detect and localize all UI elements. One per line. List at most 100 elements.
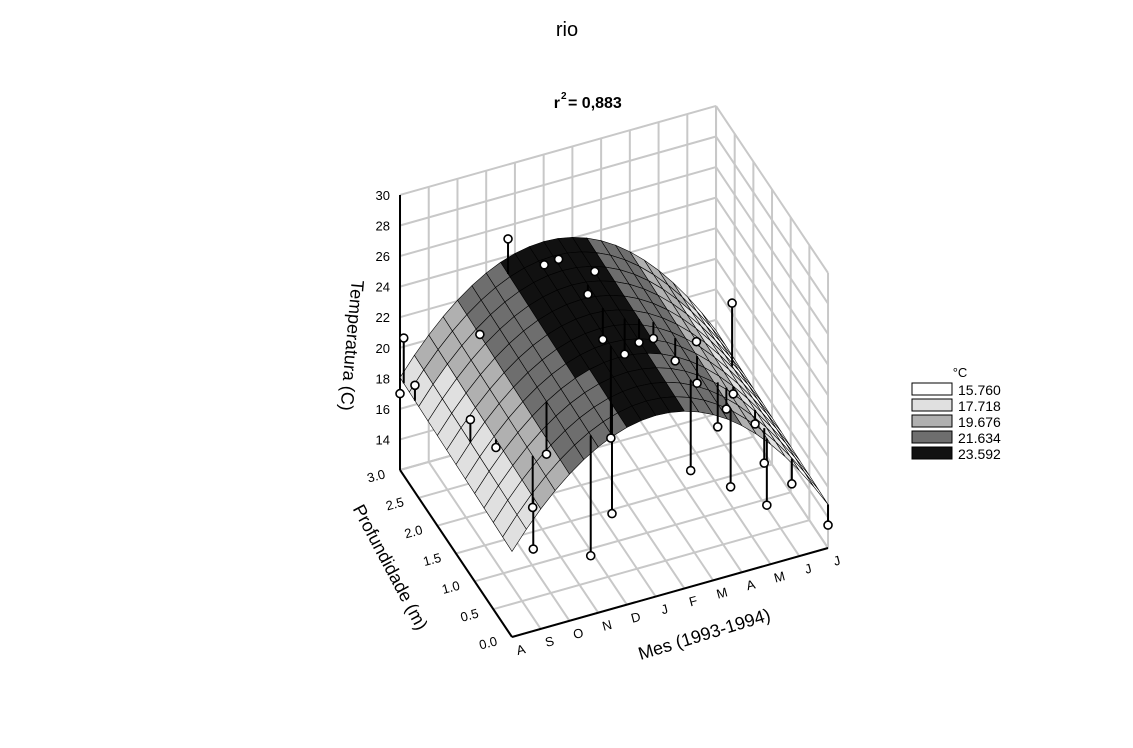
data-point xyxy=(503,234,513,244)
z-tick-label: 22 xyxy=(376,310,390,325)
data-point xyxy=(787,479,797,489)
y-axis-label: Profundidade (m) xyxy=(349,501,432,633)
data-point xyxy=(398,333,409,343)
data-point xyxy=(607,508,617,519)
data-point xyxy=(634,337,644,348)
data-point xyxy=(528,544,539,554)
surface-face xyxy=(502,514,527,552)
data-points xyxy=(395,234,833,561)
subtitle-r: r xyxy=(554,95,560,112)
data-point xyxy=(465,414,476,425)
y-tick-label: 0.5 xyxy=(459,606,480,625)
subtitle-sup: 2 xyxy=(561,91,567,102)
data-point xyxy=(691,336,702,347)
right-wall-gridline xyxy=(715,135,829,305)
x-tick-label: J xyxy=(803,561,813,577)
x-tick-label: J xyxy=(659,601,669,617)
y-tick-label: 1.5 xyxy=(421,550,442,569)
legend-swatch xyxy=(911,382,953,396)
z-tick-label: 26 xyxy=(376,249,390,264)
data-point xyxy=(823,520,833,530)
x-tick-label: M xyxy=(772,568,786,585)
data-point xyxy=(692,378,702,389)
x-tick-label: A xyxy=(515,641,528,658)
x-tick-label: S xyxy=(543,633,556,650)
data-point xyxy=(619,349,630,360)
data-point xyxy=(725,482,736,492)
legend-swatch xyxy=(911,398,953,412)
data-point xyxy=(712,422,723,432)
x-tick-label: D xyxy=(629,609,642,626)
z-tick-label: 18 xyxy=(376,371,390,386)
y-tick-label: 1.0 xyxy=(440,578,461,597)
floor-gridline xyxy=(474,491,791,583)
z-tick-label: 28 xyxy=(376,219,390,234)
right-wall-gridline xyxy=(715,288,829,457)
legend-swatch xyxy=(911,446,953,460)
x-tick-label: J xyxy=(832,553,842,569)
tick-labels: 14 16 18 20 22 24 26 28 30 0.0 0.5 1.0 1.5 2.0 2.5 3.0 A… xyxy=(365,188,842,658)
data-point xyxy=(491,442,501,453)
y-tick-label: 2.0 xyxy=(403,522,424,541)
z-tick-label: 30 xyxy=(376,188,390,203)
legend-label: 23.592 xyxy=(958,446,1001,462)
right-wall-gridline xyxy=(715,319,829,488)
data-point xyxy=(727,298,737,308)
data-point xyxy=(553,254,564,265)
legend-label: 19.676 xyxy=(958,414,1001,430)
right-wall-gridline xyxy=(715,166,829,335)
data-point xyxy=(475,329,485,340)
chart-title: rio xyxy=(556,19,578,41)
data-point xyxy=(648,333,659,344)
x-tick-label: F xyxy=(687,593,699,610)
data-point xyxy=(750,419,760,429)
right-wall-gridline xyxy=(715,227,829,396)
grid xyxy=(399,104,830,638)
z-tick-label: 14 xyxy=(376,432,390,447)
y-tick-label: 3.0 xyxy=(365,466,386,485)
data-point xyxy=(539,260,550,270)
data-point xyxy=(410,380,420,391)
z-tick-label: 24 xyxy=(376,280,390,295)
x-tick-label: M xyxy=(715,584,729,601)
legend-swatch xyxy=(911,430,953,444)
y-tick-label: 2.5 xyxy=(384,494,405,513)
z-tick-label: 20 xyxy=(376,341,390,356)
data-point xyxy=(541,449,552,459)
back-wall-gridline xyxy=(399,135,717,227)
data-point xyxy=(670,356,681,366)
data-point xyxy=(728,389,739,399)
z-axis-label: Temperatura (C) xyxy=(336,279,367,411)
data-point xyxy=(589,266,600,277)
floor-gridline xyxy=(493,519,810,611)
data-point xyxy=(606,433,616,443)
data-point xyxy=(685,465,696,476)
back-wall-gridline xyxy=(399,104,717,196)
data-point xyxy=(759,458,770,468)
y-tick-label: 0.0 xyxy=(477,633,498,652)
legend-label: 17.718 xyxy=(958,398,1001,414)
x-tick-label: O xyxy=(571,625,585,642)
x-axis-label: Mes (1993-1994) xyxy=(636,605,773,664)
back-wall-gridline xyxy=(399,166,717,258)
z-tick-label: 16 xyxy=(376,402,390,417)
x-tick-label: N xyxy=(601,617,614,634)
data-point xyxy=(721,404,732,414)
y-axis-line xyxy=(399,469,513,638)
legend-label: 21.634 xyxy=(958,430,1001,446)
data-point xyxy=(583,289,593,300)
x-axis-line xyxy=(511,547,829,638)
legend-title: °C xyxy=(953,365,968,380)
right-wall-gridline xyxy=(715,258,829,427)
right-wall-gridline xyxy=(715,197,829,366)
subtitle-value: = 0,883 xyxy=(568,95,622,112)
x-tick-label: A xyxy=(745,576,758,593)
legend-label: 15.760 xyxy=(958,382,1001,398)
legend-swatch xyxy=(911,414,953,428)
right-wall-gridline xyxy=(715,105,829,274)
surface xyxy=(399,236,829,552)
data-point xyxy=(527,502,538,513)
